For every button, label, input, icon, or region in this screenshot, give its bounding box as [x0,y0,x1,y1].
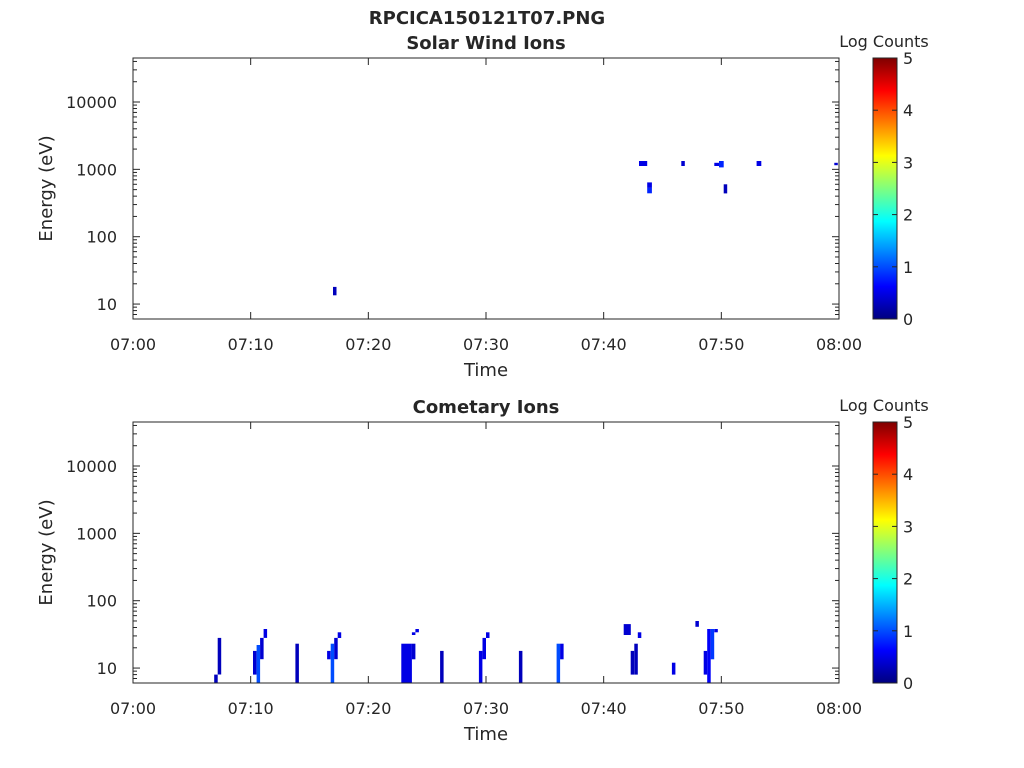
colorbar-tick-label: 3 [903,153,913,172]
spectrogram-cell [415,629,419,633]
spectrogram-cell [486,632,490,638]
x-axis-label: Time [463,360,508,381]
colorbar-label: Log Counts [839,32,929,51]
spectrogram-cell [253,650,257,675]
spectrogram-cell [681,161,685,166]
colorbar-tick-label: 1 [903,258,913,277]
colorbar-tick-label: 4 [903,101,913,120]
spectrogram-cell [719,161,724,168]
y-tick-label: 1000 [76,160,117,179]
spectrogram-cell [327,650,331,660]
spectrogram-cell [295,643,299,683]
spectrogram-cell [647,187,652,194]
y-tick-label: 100 [86,592,117,611]
spectrogram-cell [217,637,222,675]
spectrogram-cell [714,629,718,633]
plot-frame [132,57,840,320]
spectrogram-cell [834,162,838,166]
spectrogram-cell [756,161,762,166]
spectrogram-cell [707,629,711,683]
spectrogram-cell [671,662,676,675]
spectrogram-cell [637,632,642,638]
y-tick-label: 10 [97,659,117,678]
x-tick-label: 07:10 [228,699,274,718]
y-axis-label: Energy (eV) [36,499,57,605]
x-tick-label: 07:40 [581,699,627,718]
x-tick-label: 07:20 [345,335,391,354]
spectrogram-cell [478,650,483,683]
colorbar-tick-label: 0 [903,674,913,693]
y-tick-label: 1000 [76,524,117,543]
colorbar-gradient [872,421,898,684]
spectrogram-cell [639,161,648,166]
colorbar-tick-label: 2 [903,570,913,589]
colorbar-tick-label: 3 [903,517,913,536]
spectrogram-cell [647,182,652,188]
y-tick-label: 10000 [66,93,117,112]
spectrogram-cell [723,184,728,194]
spectrogram-cell [703,650,708,675]
figure-title: RPCICA150121T07.PNG [369,8,605,29]
spectrogram-cell [401,643,412,683]
colorbar-tick-label: 5 [903,413,913,432]
colorbar: Log Counts 0 1 2 3 4 5 [839,396,929,693]
colorbar-tick-label: 0 [903,310,913,329]
y-tick-label: 10 [97,295,117,314]
spectrogram-cell [518,650,523,683]
x-axis-label: Time [463,724,508,745]
spectrogram-cell [710,629,715,660]
panel-title: Cometary Ions [413,397,560,418]
colorbar-gradient [872,57,898,320]
spectrogram-cell [556,643,561,683]
spectrogram-cell [260,637,264,660]
x-tick-label: 07:50 [698,699,744,718]
spectrogram-cell [330,643,335,683]
colorbar-label: Log Counts [839,396,929,415]
spectrogram-cell [440,650,444,683]
colorbar-tick-label: 5 [903,49,913,68]
spectrogram-cell [695,621,699,627]
colorbar-tick-label: 4 [903,465,913,484]
x-tick-label: 07:30 [463,335,509,354]
x-tick-label: 07:40 [581,335,627,354]
y-tick-label: 100 [86,228,117,247]
y-axis-label: Energy (eV) [36,135,57,241]
x-tick-label: 07:00 [110,335,156,354]
spectrogram-cell [214,674,218,683]
spectrogram-cell [411,632,416,635]
x-tick-label: 07:50 [698,335,744,354]
spectrogram-cell [333,286,337,296]
spectrogram-cell [630,650,635,675]
spectrogram-cell [334,637,338,660]
x-tick-label: 08:00 [816,335,862,354]
spectrogram-cell [337,632,342,638]
x-tick-label: 07:10 [228,335,274,354]
colorbar-tick-label: 1 [903,622,913,641]
y-tick-label: 10000 [66,457,117,476]
spectrogram-cell [256,645,261,683]
x-tick-label: 08:00 [816,699,862,718]
spectrogram-cell [634,643,638,675]
panel-title: Solar Wind Ions [406,33,565,54]
x-tick-label: 07:30 [463,699,509,718]
colorbar: Log Counts 0 1 2 3 4 5 [839,32,929,329]
x-tick-label: 07:00 [110,699,156,718]
spectrogram-cell [263,629,268,638]
spectrogram-cell [411,643,416,660]
spectrogram-cell [623,624,631,635]
spectrogram-cell [714,162,719,166]
spectrogram-cell [560,643,564,660]
colorbar-tick-label: 2 [903,206,913,225]
spectrogram-cell [482,637,486,660]
x-tick-label: 07:20 [345,699,391,718]
